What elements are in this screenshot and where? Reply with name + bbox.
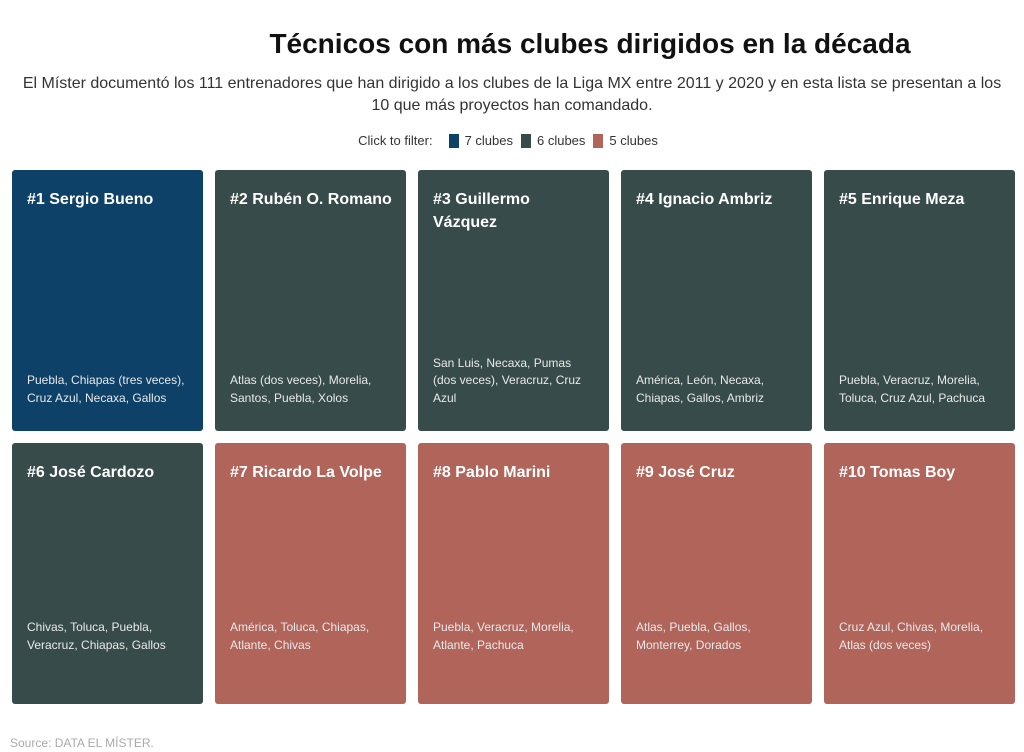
legend: Click to filter: 7 clubes 6 clubes 5 clu… xyxy=(0,133,1024,148)
coach-name: #2 Rubén O. Romano xyxy=(230,191,392,208)
coach-card: #1 Sergio Bueno Puebla, Chiapas (tres vec… xyxy=(12,170,203,431)
source-note: Source: DATA EL MÍSTER. xyxy=(10,736,154,750)
coach-card: #10 Tomas Boy Cruz Azul, Chivas, Morelia,… xyxy=(824,443,1015,704)
legend-swatch-7-clubes xyxy=(448,133,459,148)
coach-name: #7 Ricardo La Volpe xyxy=(230,464,382,481)
coach-card: #5 Enrique Meza Puebla, Veracruz, Morelia… xyxy=(824,170,1015,431)
legend-item-7-clubes[interactable]: 7 clubes xyxy=(448,133,513,148)
coach-clubs: Atlas, Puebla, Gallos, Monterrey, Dorado… xyxy=(636,620,751,652)
coach-name: #10 Tomas Boy xyxy=(839,464,956,481)
coach-clubs: Atlas (dos veces), Morelia, Santos, Pueb… xyxy=(230,373,372,405)
legend-swatch-5-clubes xyxy=(593,133,604,148)
coach-name: #6 José Cardozo xyxy=(27,464,155,481)
coach-name: #8 Pablo Marini xyxy=(433,464,551,481)
coach-name: #3 Guillermo Vázquez xyxy=(433,191,530,231)
coach-clubs: Puebla, Veracruz, Morelia, Atlante, Pach… xyxy=(433,620,574,652)
coach-card: #8 Pablo Marini Puebla, Veracruz, Morelia… xyxy=(418,443,609,704)
coach-card: #6 José Cardozo Chivas, Toluca, Puebla, V… xyxy=(12,443,203,704)
coach-name: #9 José Cruz xyxy=(636,464,735,481)
legend-item-label: 5 clubes xyxy=(609,133,658,148)
legend-item-6-clubes[interactable]: 6 clubes xyxy=(520,133,586,148)
chart-subtitle: El Míster documentó los 111 entrenadores… xyxy=(22,75,1002,114)
coach-clubs: Chivas, Toluca, Puebla, Veracruz, Chiapa… xyxy=(27,620,166,652)
chart-title: Técnicos con más clubes dirigidos en la … xyxy=(269,28,911,59)
coach-clubs: Puebla, Chiapas (tres veces), Cruz Azul,… xyxy=(27,373,185,405)
coach-card: #4 Ignacio Ambriz América, León, Necaxa, … xyxy=(621,170,812,431)
coach-clubs: Cruz Azul, Chivas, Morelia, Atlas (dos v… xyxy=(839,620,984,652)
coach-name: #4 Ignacio Ambriz xyxy=(636,191,773,208)
coach-card: #7 Ricardo La Volpe América, Toluca, Chia… xyxy=(215,443,406,704)
coach-clubs: San Luis, Necaxa, Pumas (dos veces), Ver… xyxy=(433,355,582,405)
coach-name: #5 Enrique Meza xyxy=(839,191,965,208)
coach-clubs: Puebla, Veracruz, Morelia, Toluca, Cruz … xyxy=(839,373,986,405)
legend-swatch-6-clubes xyxy=(520,133,531,148)
card-grid: #1 Sergio Bueno Puebla, Chiapas (tres vec… xyxy=(12,170,1024,704)
legend-label: Click to filter: xyxy=(358,133,433,148)
legend-item-label: 6 clubes xyxy=(536,133,586,148)
legend-item-label: 7 clubes xyxy=(464,133,513,148)
legend-item-5-clubes[interactable]: 5 clubes xyxy=(593,133,658,148)
coach-card: #9 José Cruz Atlas, Puebla, Gallos, Monte… xyxy=(621,443,812,704)
coach-name: #1 Sergio Bueno xyxy=(27,191,154,208)
coach-clubs: América, Toluca, Chiapas, Atlante, Chiva… xyxy=(230,620,370,652)
coach-card: #3 Guillermo Vázquez San Luis, Necaxa, Pu… xyxy=(418,170,609,431)
coach-clubs: América, León, Necaxa, Chiapas, Gallos, … xyxy=(636,373,765,405)
coach-card: #2 Rubén O. Romano Atlas (dos veces), Mor… xyxy=(215,170,406,431)
